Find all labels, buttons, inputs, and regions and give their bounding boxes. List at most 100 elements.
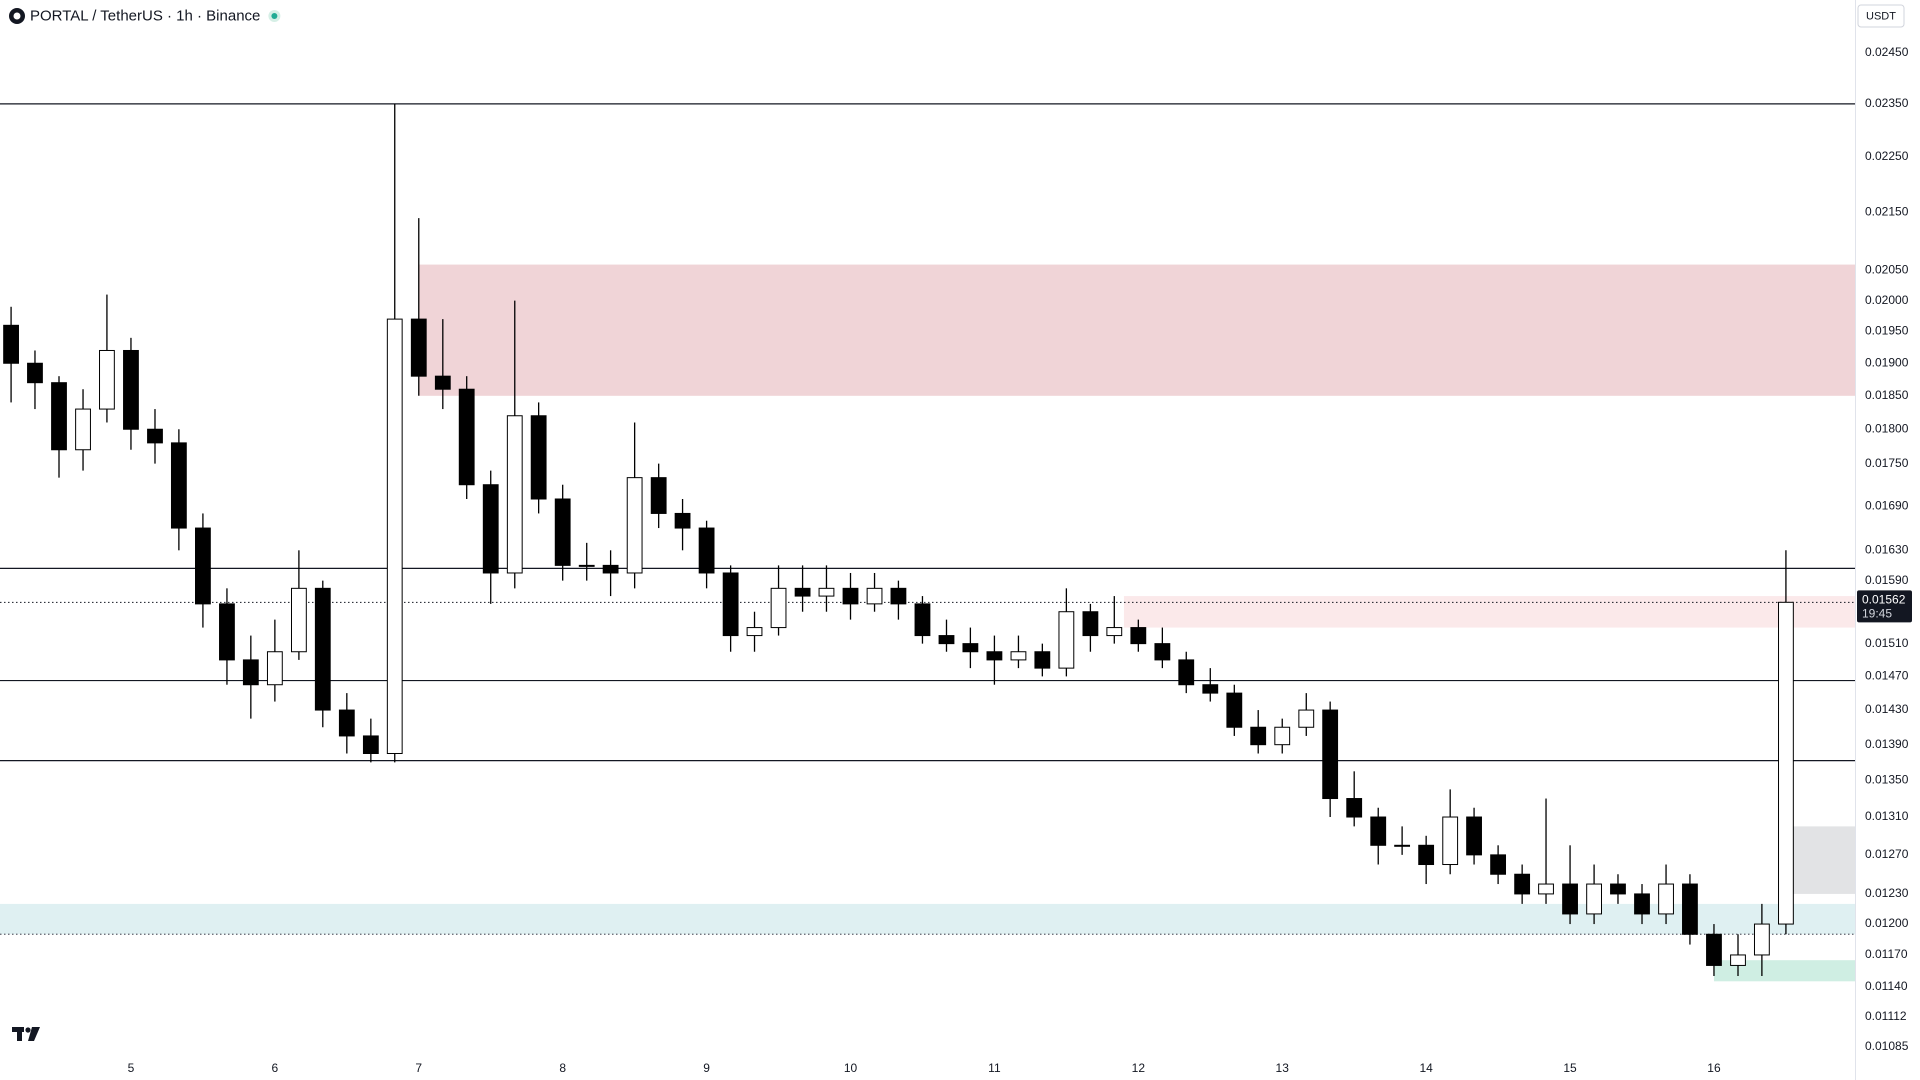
candle-body	[1706, 933, 1722, 966]
candle-body	[1082, 611, 1099, 637]
y-tick-label: 0.02350	[1865, 96, 1909, 110]
x-tick-label: 6	[272, 1061, 279, 1075]
y-tick-label: 0.01900	[1865, 355, 1909, 369]
x-tick-label: 8	[559, 1061, 566, 1075]
candle-body	[386, 318, 403, 754]
candle-body	[99, 349, 115, 410]
candle-body	[1418, 844, 1435, 866]
candle-body	[1202, 684, 1219, 694]
axes: USDT 0.02450 0.02350 0.02250 0.02150 0.02050…	[128, 0, 1912, 1080]
candle-body	[746, 627, 763, 637]
candles	[3, 103, 1794, 976]
candle-body	[698, 527, 715, 574]
candle-body	[914, 603, 931, 637]
y-tick-label: 0.01510	[1865, 636, 1909, 650]
symbol-icon-inner	[13, 12, 21, 20]
y-tick-label: 0.01085	[1865, 1039, 1909, 1053]
candle-body	[962, 643, 979, 653]
candle-body	[1394, 844, 1411, 847]
zone	[1713, 960, 1855, 982]
candle-body	[1753, 923, 1770, 956]
last-price-label: 0.01562	[1862, 592, 1906, 606]
tv-logo[interactable]	[12, 1027, 40, 1041]
candle-body	[1490, 854, 1507, 875]
zone	[0, 903, 1855, 935]
y-tick-label: 0.01850	[1865, 388, 1909, 402]
candle-body	[266, 651, 283, 686]
candle-body	[1562, 883, 1578, 915]
zones	[0, 264, 1856, 982]
x-tick-label: 16	[1707, 1061, 1721, 1075]
candle-body	[1226, 692, 1243, 728]
candle-body	[1178, 659, 1195, 686]
candle-body	[458, 388, 475, 486]
countdown-label: 19:45	[1862, 606, 1892, 620]
x-tick-label: 9	[703, 1061, 710, 1075]
candle-body	[219, 603, 235, 661]
x-tick-label: 11	[988, 1061, 1001, 1075]
candle-body	[1610, 883, 1626, 895]
y-tick-label: 0.01200	[1865, 916, 1909, 930]
candle-body	[1514, 873, 1531, 895]
x-tick-label: 12	[1132, 1061, 1146, 1075]
candle-body	[362, 735, 379, 754]
candle-body	[27, 362, 43, 384]
zone	[1123, 596, 1855, 628]
candle-body	[1250, 726, 1267, 746]
last-price-box	[1857, 590, 1912, 623]
currency-box[interactable]	[1857, 4, 1905, 28]
candle-body	[722, 572, 739, 637]
y-tick-label: 0.01140	[1865, 979, 1908, 993]
candle-body	[1106, 627, 1123, 637]
candle-body	[1682, 883, 1698, 935]
y-tick-label: 0.02450	[1865, 45, 1909, 59]
y-tick-label: 0.01750	[1865, 456, 1909, 470]
y-tick-label: 0.01800	[1865, 421, 1909, 435]
candle-body	[3, 324, 19, 364]
y-tick-label: 0.01590	[1865, 573, 1909, 587]
candle-body	[1370, 816, 1387, 846]
currency-label: USDT	[1866, 10, 1896, 22]
candle-body	[1346, 798, 1363, 818]
candle-body	[1538, 883, 1554, 895]
x-tick-label: 5	[128, 1061, 135, 1075]
candle-body	[410, 318, 427, 377]
candle-body	[482, 484, 499, 574]
candle-body	[794, 587, 811, 597]
candle-body	[338, 709, 355, 737]
y-tick-label: 0.01950	[1865, 324, 1909, 338]
candle-body	[147, 428, 163, 444]
candle-body	[938, 635, 955, 645]
candle-body	[650, 477, 667, 514]
candle-body	[986, 651, 1003, 661]
candle-body	[1010, 651, 1027, 661]
status-dot	[271, 13, 278, 19]
candle-body	[1658, 883, 1674, 915]
candle-body	[242, 659, 259, 686]
y-tick-label: 0.01270	[1865, 847, 1909, 861]
header: PORTAL / TetherUS · 1h · Binance	[9, 7, 281, 24]
zone	[1785, 826, 1855, 894]
y-tick-label: 0.01350	[1865, 772, 1909, 786]
candle-body	[170, 442, 187, 529]
candle-body	[195, 527, 211, 605]
candle-body	[506, 415, 523, 574]
y-tick-label: 0.01430	[1865, 702, 1909, 716]
x-tick-label: 14	[1419, 1061, 1433, 1075]
candle-body	[842, 587, 859, 605]
logo-part	[28, 1027, 40, 1041]
candle-body	[1154, 643, 1171, 661]
candle-body	[1442, 816, 1459, 866]
y-tick-label: 0.02050	[1865, 263, 1909, 277]
y-tick-label: 0.01390	[1865, 737, 1909, 751]
candle-body	[578, 564, 595, 567]
candle-body	[818, 587, 835, 597]
candle-body	[674, 512, 691, 529]
y-tick-label: 0.01230	[1865, 886, 1909, 900]
y-tick-label: 0.02250	[1865, 149, 1909, 163]
candle-body	[602, 564, 619, 574]
y-tick-label: 0.02150	[1865, 205, 1909, 219]
chart-title[interactable]: PORTAL / TetherUS · 1h · Binance	[30, 7, 260, 24]
